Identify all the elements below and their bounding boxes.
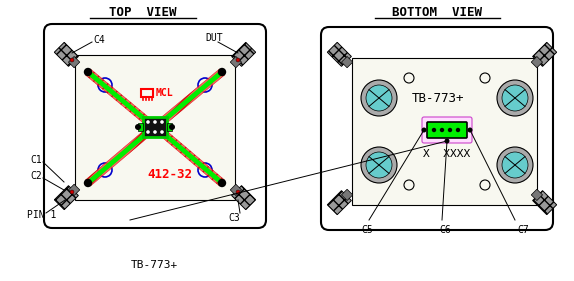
Circle shape xyxy=(432,128,436,132)
Bar xyxy=(138,123,143,131)
Text: TB-773+: TB-773+ xyxy=(130,260,177,270)
Text: DUT: DUT xyxy=(205,33,223,43)
Text: TB-773+: TB-773+ xyxy=(412,92,464,105)
Polygon shape xyxy=(327,42,351,66)
FancyBboxPatch shape xyxy=(143,117,167,137)
Circle shape xyxy=(160,120,164,124)
Circle shape xyxy=(153,120,157,124)
Text: 412-32: 412-32 xyxy=(148,169,192,182)
Circle shape xyxy=(70,58,74,62)
Polygon shape xyxy=(161,69,224,124)
Text: C3: C3 xyxy=(228,213,240,223)
Circle shape xyxy=(448,128,452,132)
FancyBboxPatch shape xyxy=(422,117,472,143)
Text: X  XXXX: X XXXX xyxy=(423,149,470,159)
Text: C7: C7 xyxy=(517,225,529,235)
Polygon shape xyxy=(86,130,150,186)
Polygon shape xyxy=(55,42,79,66)
Circle shape xyxy=(502,152,528,178)
Circle shape xyxy=(497,147,533,183)
Circle shape xyxy=(361,147,397,183)
Circle shape xyxy=(219,180,226,187)
Polygon shape xyxy=(531,189,542,201)
FancyBboxPatch shape xyxy=(427,122,467,138)
Circle shape xyxy=(456,128,460,132)
Circle shape xyxy=(135,124,141,130)
Circle shape xyxy=(169,124,175,130)
Text: C2: C2 xyxy=(30,171,42,181)
Circle shape xyxy=(467,128,472,133)
Circle shape xyxy=(440,128,444,132)
Text: MCL: MCL xyxy=(156,88,173,98)
Polygon shape xyxy=(160,130,224,186)
Polygon shape xyxy=(230,184,242,196)
Polygon shape xyxy=(230,56,242,68)
Polygon shape xyxy=(55,186,79,210)
Polygon shape xyxy=(327,191,351,215)
Polygon shape xyxy=(68,56,80,68)
Polygon shape xyxy=(232,186,255,210)
Text: C6: C6 xyxy=(439,225,451,235)
FancyBboxPatch shape xyxy=(44,24,266,228)
Circle shape xyxy=(366,152,392,178)
FancyBboxPatch shape xyxy=(321,27,553,230)
Circle shape xyxy=(444,139,449,144)
Polygon shape xyxy=(232,42,255,66)
Text: C4: C4 xyxy=(93,35,104,45)
Circle shape xyxy=(146,130,150,134)
Text: TOP  VIEW: TOP VIEW xyxy=(109,6,177,19)
Circle shape xyxy=(502,85,528,111)
Circle shape xyxy=(153,130,157,134)
Circle shape xyxy=(421,128,426,133)
Circle shape xyxy=(236,190,240,194)
Bar xyxy=(352,58,537,205)
Circle shape xyxy=(160,130,164,134)
Text: C1: C1 xyxy=(30,155,42,165)
Polygon shape xyxy=(86,69,150,124)
Polygon shape xyxy=(342,189,353,201)
Text: BOTTOM  VIEW: BOTTOM VIEW xyxy=(392,6,482,19)
Circle shape xyxy=(84,69,91,76)
Circle shape xyxy=(366,85,392,111)
Circle shape xyxy=(146,120,150,124)
Circle shape xyxy=(84,180,91,187)
Polygon shape xyxy=(533,191,557,215)
Polygon shape xyxy=(342,56,353,68)
Circle shape xyxy=(361,80,397,116)
Text: C5: C5 xyxy=(361,225,373,235)
Circle shape xyxy=(70,190,74,194)
Polygon shape xyxy=(531,56,542,68)
Circle shape xyxy=(497,80,533,116)
Circle shape xyxy=(236,58,240,62)
Polygon shape xyxy=(68,184,80,196)
Circle shape xyxy=(219,69,226,76)
Bar xyxy=(167,123,172,131)
Bar xyxy=(75,55,235,200)
Text: PIN 1: PIN 1 xyxy=(27,210,56,220)
Bar xyxy=(141,89,153,97)
Polygon shape xyxy=(533,42,557,66)
